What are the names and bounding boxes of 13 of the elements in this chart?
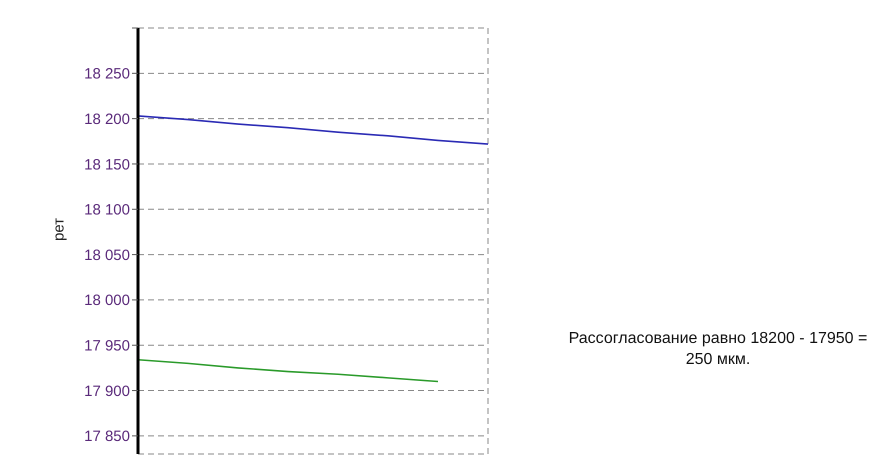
y-tick-label: 17 950: [84, 338, 130, 355]
text: Рассогласование равно 18200 - 17950 = 250 мкм.: [568, 329, 868, 370]
y-tick-label: 18 250: [84, 66, 130, 83]
y-tick-label: 18 100: [84, 202, 130, 219]
y-axis-title: рет: [50, 218, 68, 241]
y-tick-label: 18 150: [84, 156, 130, 174]
y-tick-label: 18 000: [84, 292, 130, 310]
y-tick-label: 17 900: [84, 382, 130, 400]
line-series: [137, 358, 439, 382]
y-tick-label: 18 050: [84, 246, 130, 264]
y-tick-label: 18 200: [84, 110, 130, 128]
line-series: [137, 115, 489, 145]
y-tick-label: 17 850: [84, 428, 130, 446]
